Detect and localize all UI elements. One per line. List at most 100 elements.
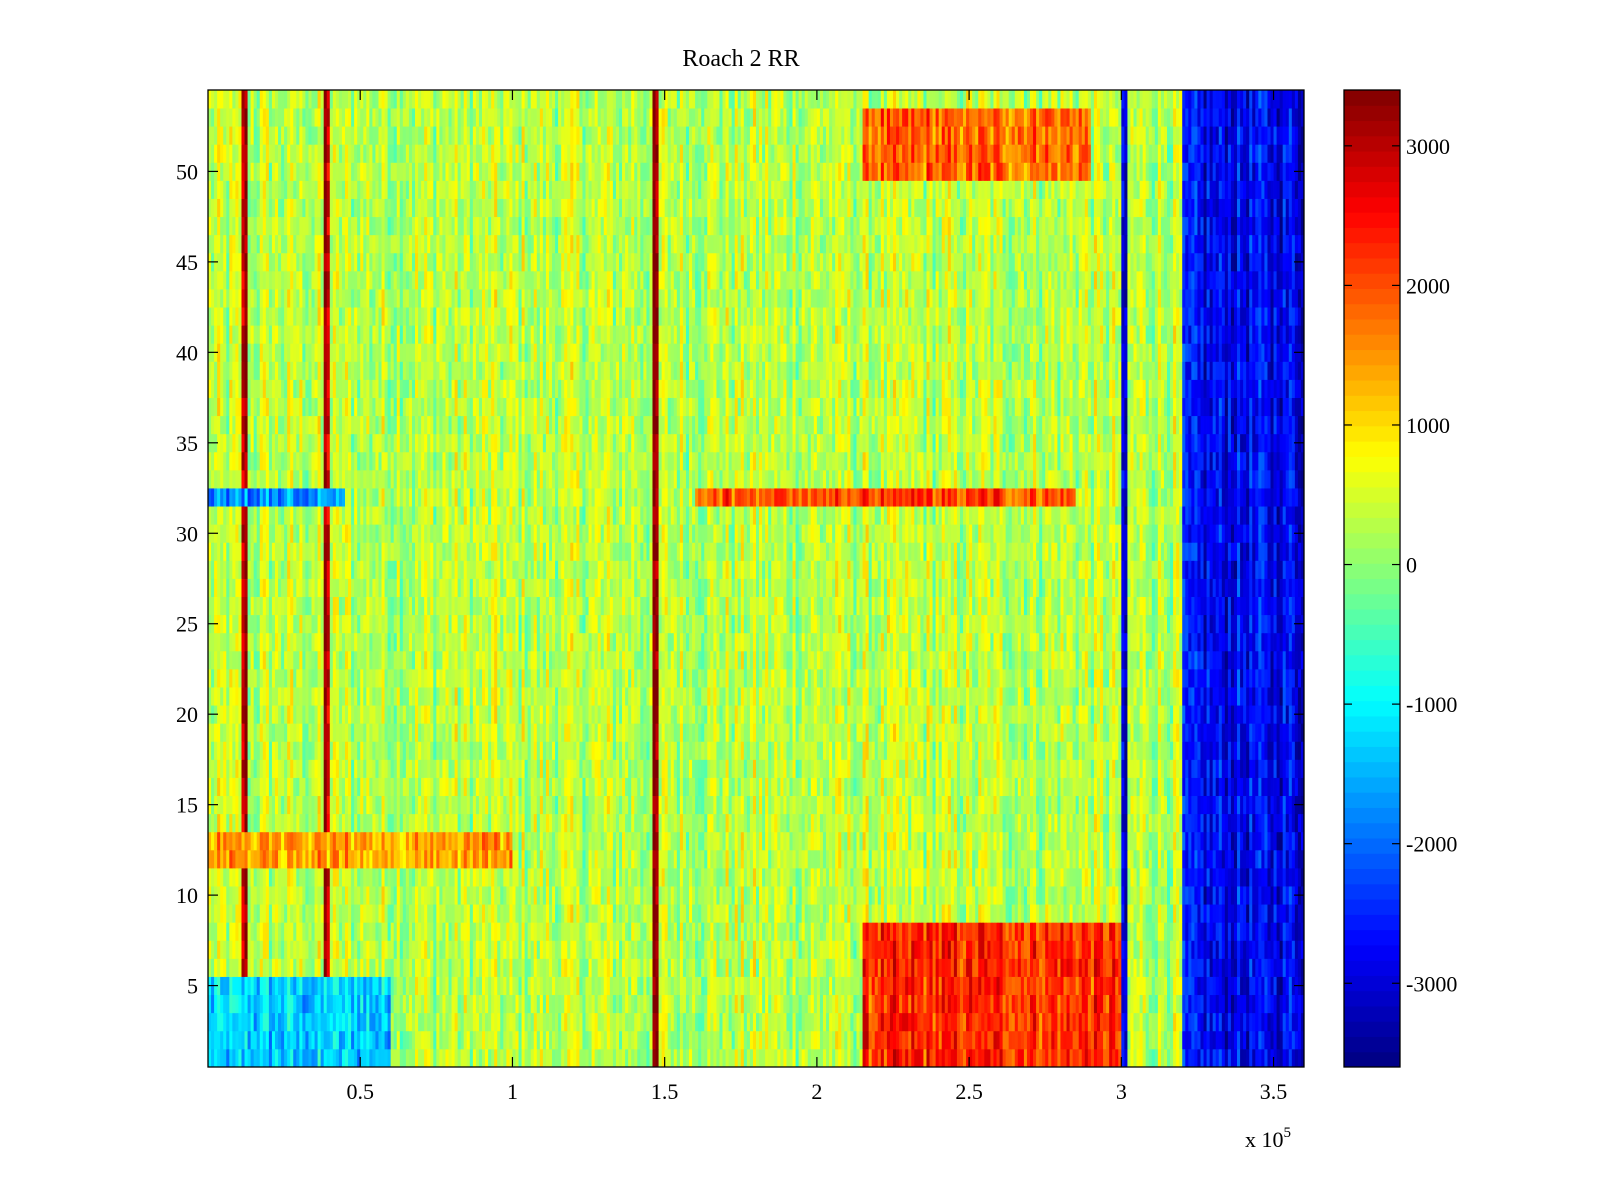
heatmap-cell (512, 940, 516, 959)
heatmap-cell (612, 831, 617, 851)
heatmap-cell (335, 922, 340, 941)
heatmap-cell (798, 813, 803, 833)
heatmap-cell (1145, 1012, 1150, 1032)
heatmap-cell (436, 940, 440, 959)
heatmap-cell (256, 886, 261, 905)
heatmap-cell (393, 1048, 398, 1068)
heatmap-cell (1300, 849, 1305, 869)
heatmap-cell (917, 813, 921, 833)
heatmap-cell (384, 886, 389, 905)
heatmap-cell (348, 1030, 352, 1050)
heatmap-cell (792, 1048, 796, 1068)
heatmap-cell (652, 940, 656, 959)
heatmap-cell (737, 922, 742, 941)
heatmap-cell (515, 849, 519, 869)
heatmap-cell (652, 976, 656, 996)
heatmap-cell (883, 813, 888, 833)
heatmap-cell (1209, 1048, 1214, 1068)
heatmap-cell (877, 958, 882, 977)
heatmap-cell (241, 994, 245, 1014)
heatmap-cell (366, 904, 370, 923)
heatmap-cell (966, 813, 970, 833)
heatmap-cell (792, 1012, 796, 1032)
heatmap-cell (533, 1030, 538, 1050)
heatmap-cell (1154, 994, 1159, 1014)
heatmap-cell (889, 813, 894, 833)
heatmap-cell (448, 994, 452, 1014)
heatmap-cell (357, 994, 361, 1014)
heatmap-cell (798, 1012, 803, 1032)
heatmap-cell (500, 813, 504, 833)
heatmap-cell (1039, 1012, 1043, 1032)
heatmap-cell (1194, 976, 1198, 996)
heatmap-cell (1191, 867, 1195, 887)
heatmap-cell (1206, 940, 1211, 959)
heatmap-cell (1139, 940, 1144, 959)
heatmap-cell (798, 867, 803, 887)
heatmap-cell (673, 958, 678, 977)
heatmap-cell (421, 994, 425, 1014)
heatmap-cell (284, 813, 288, 833)
heatmap-cell (838, 813, 842, 833)
heatmap-cell (548, 1030, 553, 1050)
heatmap-cell (1078, 994, 1083, 1014)
heatmap-cell (749, 886, 754, 905)
heatmap-cell (427, 831, 431, 851)
heatmap-cell (810, 922, 815, 941)
heatmap-cell (472, 813, 477, 833)
heatmap-cell (332, 958, 337, 977)
heatmap-cell (451, 813, 455, 833)
heatmap-cell (1270, 849, 1274, 869)
heatmap-cell (1112, 849, 1116, 869)
heatmap-cell (320, 904, 325, 923)
heatmap-cell (972, 831, 976, 851)
heatmap-cell (649, 958, 653, 977)
heatmap-cell (1179, 867, 1183, 887)
heatmap-cell (521, 849, 526, 869)
heatmap-cell (1258, 1012, 1262, 1032)
heatmap-cell (1096, 849, 1101, 869)
heatmap-cell (893, 976, 897, 996)
heatmap-cell (1221, 922, 1226, 941)
heatmap-cell (1121, 1012, 1125, 1032)
heatmap-cell (826, 849, 830, 869)
heatmap-cell (749, 1030, 754, 1050)
heatmap-cell (472, 886, 477, 905)
heatmap-cell (673, 904, 678, 923)
heatmap-cell (822, 867, 827, 887)
heatmap-cell (360, 886, 364, 905)
heatmap-cell (1157, 958, 1162, 977)
heatmap-cell (826, 958, 830, 977)
heatmap-cell (956, 1012, 961, 1032)
heatmap-cell (296, 958, 300, 977)
heatmap-cell (1081, 867, 1086, 887)
heatmap-cell (786, 831, 790, 851)
heatmap-cell (902, 1030, 906, 1050)
heatmap-cell (871, 940, 876, 959)
heatmap-cell (676, 813, 681, 833)
heatmap-cell (640, 886, 644, 905)
heatmap-cell (606, 958, 611, 977)
heatmap-cell (1282, 922, 1287, 941)
heatmap-cell (348, 940, 352, 959)
heatmap-cell (1285, 1012, 1290, 1032)
heatmap-cell (503, 922, 507, 941)
heatmap-cell (679, 1030, 684, 1050)
heatmap-cell (1072, 1048, 1077, 1068)
heatmap-cell (816, 994, 821, 1014)
heatmap-cell (1054, 886, 1058, 905)
heatmap-cell (1017, 1048, 1022, 1068)
heatmap-cell (442, 1012, 446, 1032)
heatmap-cell (826, 904, 830, 923)
heatmap-cell (625, 1048, 629, 1068)
heatmap-cell (411, 867, 416, 887)
heatmap-cell (759, 831, 763, 851)
heatmap-cell (555, 994, 559, 1014)
heatmap-cell (503, 831, 507, 851)
heatmap-cell (1127, 940, 1131, 959)
heatmap-cell (253, 994, 258, 1014)
heatmap-cell (485, 849, 489, 869)
heatmap-cell (640, 849, 644, 869)
heatmap-cell (710, 940, 714, 959)
heatmap-cell (296, 867, 300, 887)
